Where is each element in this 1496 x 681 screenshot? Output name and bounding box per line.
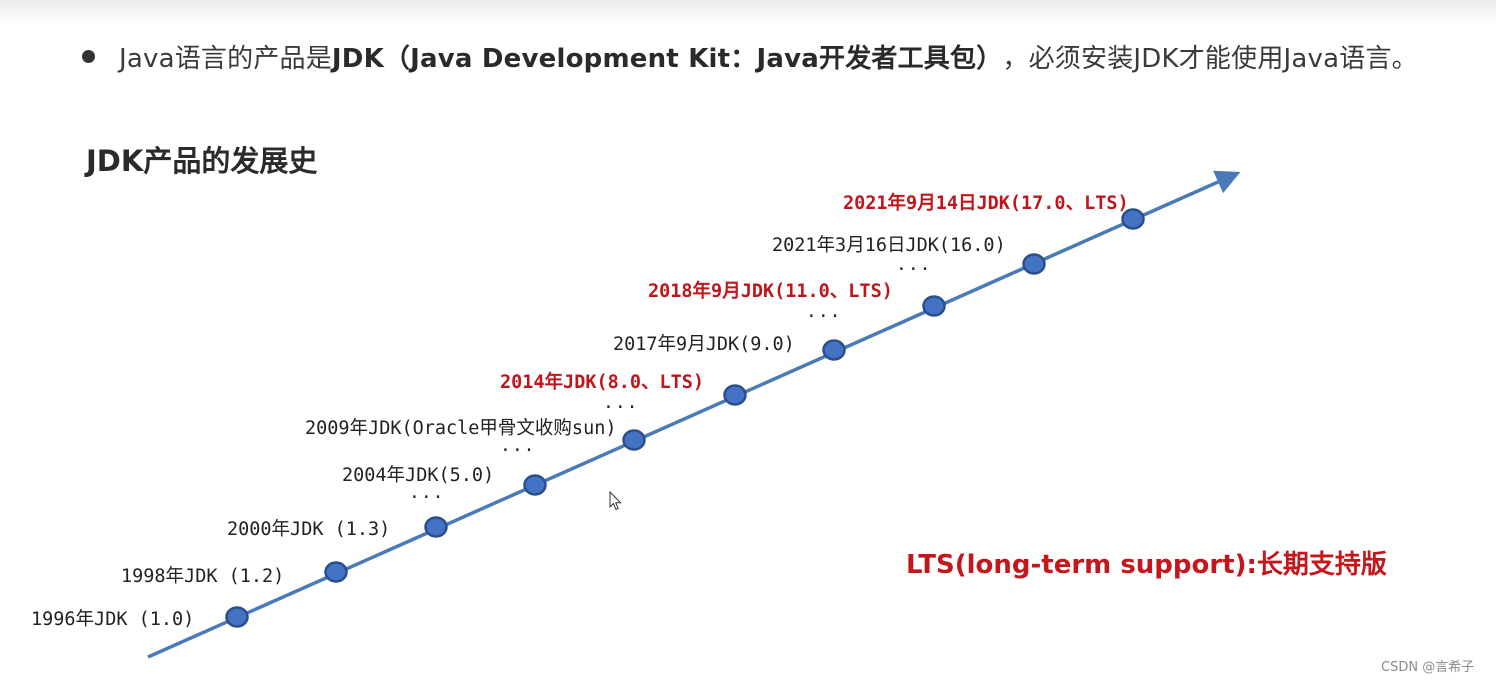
- timeline-node: [424, 516, 448, 538]
- ellipsis: ...: [603, 392, 639, 413]
- ellipsis: ...: [500, 435, 536, 456]
- timeline-node: [822, 339, 846, 361]
- milestone-label-2009: 2009年JDK(Oracle甲骨文收购sun): [305, 418, 617, 439]
- timeline-node: [225, 606, 249, 628]
- milestone-label-2014: 2014年JDK(8.0、LTS): [500, 372, 705, 393]
- milestone-label-2004: 2004年JDK(5.0): [342, 465, 495, 486]
- timeline-node: [523, 474, 547, 496]
- milestone-label-2021-sep: 2021年9月14日JDK(17.0、LTS): [843, 193, 1129, 214]
- headline-prefix: Java语言的产品是: [119, 43, 332, 74]
- watermark: CSDN @言希子: [1381, 660, 1475, 675]
- timeline-node: [1022, 253, 1046, 275]
- timeline-node: [922, 295, 946, 317]
- milestone-label-2000: 2000年JDK (1.3): [227, 519, 391, 540]
- headline: Java语言的产品是 JDK（Java Development Kit：Java…: [82, 36, 1418, 76]
- milestone-label-2021-mar: 2021年3月16日JDK(16.0): [772, 235, 1006, 256]
- timeline-node: [723, 384, 747, 406]
- ellipsis: ...: [806, 301, 842, 322]
- timeline-node: [324, 561, 348, 583]
- ellipsis: ...: [409, 482, 445, 503]
- bullet-dot: [82, 49, 95, 63]
- milestone-label-2018: 2018年9月JDK(11.0、LTS): [648, 281, 893, 302]
- mouse-cursor-icon: [609, 491, 622, 511]
- milestone-label-2017: 2017年9月JDK(9.0): [613, 334, 795, 355]
- headline-bold: JDK（Java Development Kit：Java开发者工具包）: [331, 43, 1003, 74]
- lts-note: LTS(long-term support):长期支持版: [906, 550, 1387, 580]
- ellipsis: ...: [896, 254, 932, 275]
- section-title: JDK产品的发展史: [86, 144, 318, 178]
- top-shadow-strip: [0, 0, 1496, 22]
- headline-suffix: ，必须安装JDK才能使用Java语言。: [1002, 43, 1418, 74]
- milestone-label-1998: 1998年JDK (1.2): [121, 566, 285, 587]
- milestone-label-1996: 1996年JDK (1.0): [31, 609, 195, 630]
- timeline-node: [1121, 208, 1145, 230]
- timeline-node: [622, 429, 646, 451]
